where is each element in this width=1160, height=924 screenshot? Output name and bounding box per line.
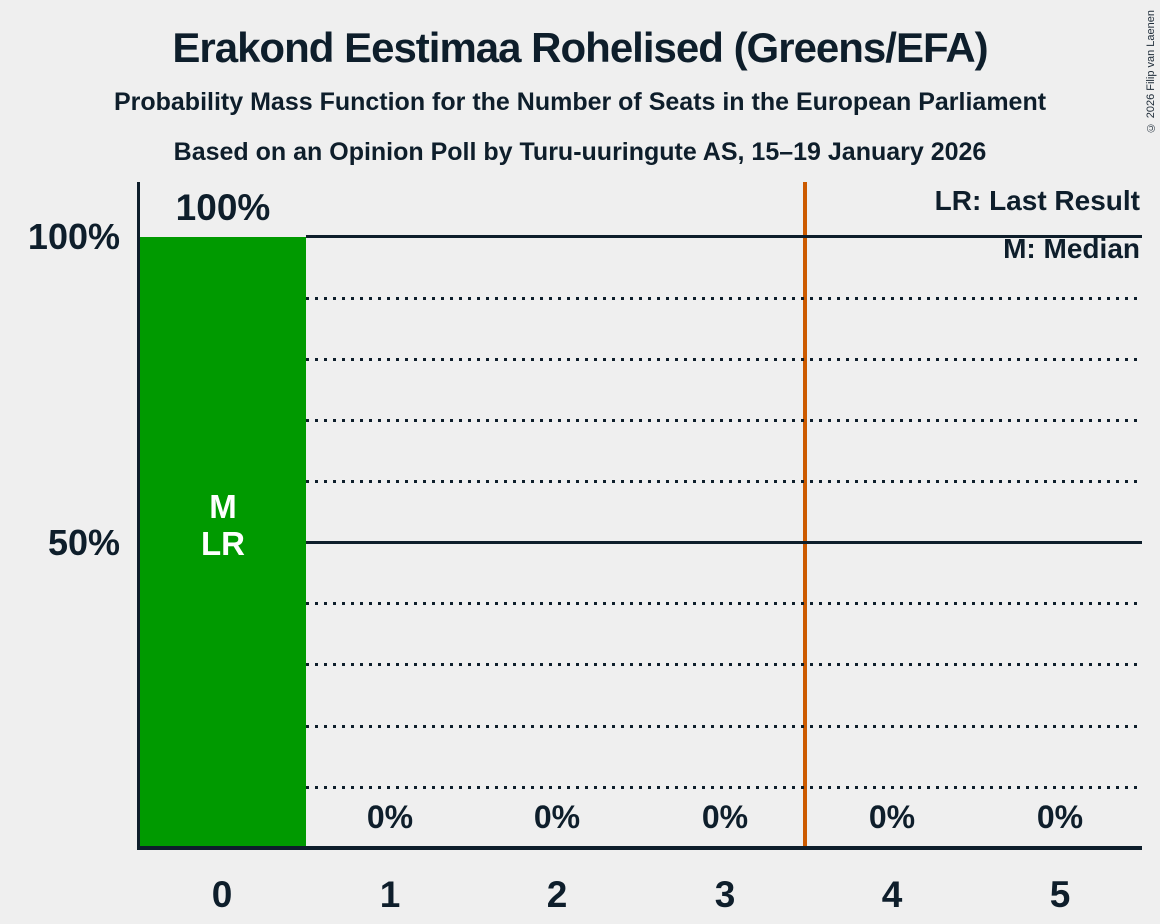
gridline-80pct: [306, 358, 1142, 361]
x-tick-0: 0: [211, 874, 233, 915]
gridline-90pct: [306, 297, 1142, 300]
chart-poll-note: Based on an Opinion Poll by Turu-uuringu…: [173, 138, 987, 166]
gridline-50pct: [306, 541, 1142, 544]
gridline-40pct: [306, 602, 1142, 605]
bar-seats-4-value: 0%: [868, 799, 916, 835]
gridline-70pct: [306, 419, 1142, 422]
bar-seats-5-value: 0%: [1036, 799, 1084, 835]
median-marker: M: [209, 488, 237, 525]
legend-last-result: LR: Last Result: [934, 185, 1140, 216]
y-axis-line: [137, 182, 140, 850]
legend-median: M: Median: [1003, 233, 1140, 264]
gridline-10pct: [306, 786, 1142, 789]
chart-title: Erakond Eestimaa Rohelised (Greens/EFA): [172, 24, 988, 71]
gridline-60pct: [306, 480, 1142, 483]
gridline-30pct: [306, 663, 1142, 666]
last-result-marker: LR: [201, 525, 245, 562]
y-axis-label-100: 100%: [27, 216, 120, 257]
chart-subtitle: Probability Mass Function for the Number…: [113, 88, 1047, 116]
copyright-notice: © 2026 Filip van Laenen: [1145, 10, 1157, 134]
bar-seats-0: [140, 237, 306, 846]
x-tick-5: 5: [1049, 874, 1071, 915]
bar-seats-1-value: 0%: [366, 799, 414, 835]
gridline-100pct: [306, 235, 1142, 238]
bar-seats-2-value: 0%: [533, 799, 581, 835]
majority-threshold-line: [803, 182, 807, 846]
x-axis-line: [137, 846, 1142, 850]
bar-seats-3-value: 0%: [701, 799, 749, 835]
bar-seats-0-value: 100%: [175, 187, 271, 228]
gridline-20pct: [306, 725, 1142, 728]
x-tick-3: 3: [714, 874, 736, 915]
x-tick-2: 2: [546, 874, 568, 915]
x-tick-1: 1: [379, 874, 401, 915]
bar-seats-0-markers: M LR: [140, 488, 306, 562]
y-axis-label-50: 50%: [47, 522, 120, 563]
x-tick-4: 4: [881, 874, 903, 915]
